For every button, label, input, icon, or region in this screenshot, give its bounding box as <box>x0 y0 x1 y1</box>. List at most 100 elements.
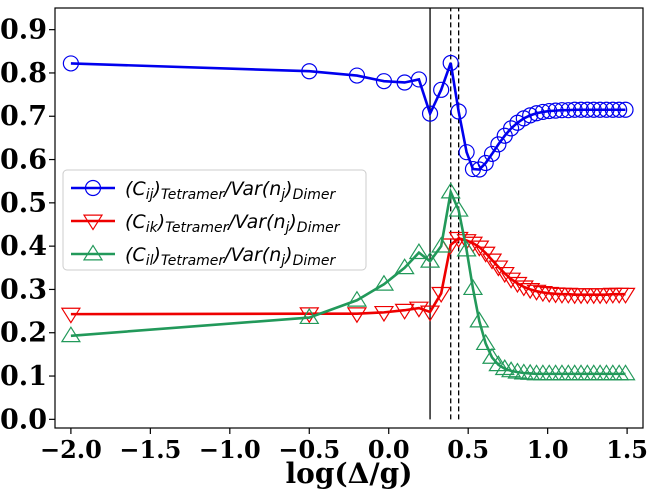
data-point <box>62 55 79 72</box>
data-point <box>534 103 551 121</box>
data-point <box>488 260 509 277</box>
y-tick-label: 0.1 <box>0 361 47 392</box>
y-tick-label: 0.2 <box>0 318 47 349</box>
data-point <box>611 101 628 118</box>
data-point <box>421 105 439 122</box>
legend-text-part: /Var(n <box>222 178 281 200</box>
data-point <box>448 231 469 249</box>
legend-subscript: j <box>279 253 285 269</box>
data-point <box>348 67 366 84</box>
data-point <box>471 161 488 178</box>
legend-subscript: ik <box>146 220 159 236</box>
data-point <box>494 266 515 284</box>
y-tick-label: 0.4 <box>0 231 47 262</box>
legend-text-part: (C <box>125 178 146 200</box>
legend-subscript: Dimer <box>297 220 341 236</box>
data-point <box>501 361 522 378</box>
series-line <box>70 62 626 171</box>
legend-subscript: j <box>283 220 289 236</box>
data-point <box>602 364 623 381</box>
data-point <box>419 305 441 322</box>
data-point <box>539 364 560 381</box>
legend-text-part: (C <box>125 244 146 266</box>
data-point <box>431 286 452 304</box>
data-point <box>475 333 496 351</box>
data-point <box>526 284 547 301</box>
legend-text-part: (C <box>125 211 146 233</box>
data-point <box>532 286 553 303</box>
data-point <box>346 307 368 324</box>
data-point <box>433 81 450 98</box>
data-point <box>375 73 393 90</box>
data-point <box>394 303 415 320</box>
data-point <box>570 288 592 305</box>
legend-text-part: ) <box>151 178 160 200</box>
data-point <box>346 290 368 307</box>
legend-text-part: ) <box>151 244 160 266</box>
data-point <box>448 200 469 217</box>
data-point <box>545 364 566 381</box>
data-point <box>513 280 534 297</box>
data-point <box>394 258 415 275</box>
data-point <box>301 63 318 80</box>
x-tick-label: 1.0 <box>527 435 569 464</box>
data-point <box>553 102 571 119</box>
y-tick-label: 0.8 <box>0 58 47 89</box>
data-point <box>598 101 615 118</box>
x-tick-label: 1.5 <box>606 435 648 464</box>
axes: 0.0 0.1 0.2 0.3 0.4 0.5 0.6 0.7 0.8 0.9 −2.0 −1.5 −1… <box>0 7 648 490</box>
legend-subscript: Tetramer <box>161 253 226 269</box>
plot-frame <box>54 7 644 429</box>
data-point <box>609 364 630 381</box>
data-point <box>528 105 545 122</box>
legend-text-part: /Var(n <box>222 244 281 266</box>
data-point <box>577 288 598 305</box>
legend-box <box>62 169 367 271</box>
data-point <box>604 101 621 118</box>
data-point <box>583 288 604 305</box>
data-point <box>583 364 604 381</box>
data-point <box>494 358 515 376</box>
data-point <box>408 242 430 260</box>
data-point <box>483 145 501 163</box>
data-point <box>419 251 441 268</box>
x-tick-label: 0.0 <box>368 435 410 464</box>
legend-subscript: Dimer <box>293 187 337 203</box>
data-point <box>299 307 320 325</box>
legend-text-part: ) <box>287 211 296 233</box>
data-point <box>617 101 634 118</box>
y-tick-label: 0.0 <box>0 404 47 435</box>
y-tick-label: 0.5 <box>0 188 47 219</box>
data-point <box>551 364 573 381</box>
data-point <box>596 364 617 381</box>
legend-subscript: il <box>146 253 154 269</box>
x-tick-label: −1.0 <box>199 435 261 464</box>
legend-text-part: ) <box>283 244 292 266</box>
data-point <box>469 240 490 257</box>
data-point <box>431 236 452 253</box>
data-point <box>481 347 503 364</box>
legend-marker <box>84 179 102 197</box>
data-point <box>60 326 81 343</box>
y-tick-label: 0.9 <box>0 15 47 46</box>
legend: (Cij)Tetramer/Var(nj)Dimer(Cik)Tetramer/… <box>62 169 367 271</box>
series-circle <box>62 54 634 178</box>
y-tick-label: 0.3 <box>0 274 47 305</box>
legend-entry: (Cij)Tetramer/Var(nj)Dimer <box>71 178 336 203</box>
data-point <box>477 154 494 172</box>
data-point <box>507 362 528 379</box>
legend-subscript: ij <box>146 187 154 203</box>
data-point <box>60 307 81 324</box>
series-triangle-down <box>60 231 636 324</box>
legend-label: (Cik)Tetramer/Var(nj)Dimer <box>125 211 341 236</box>
legend-subscript: j <box>279 187 285 203</box>
y-tick-label: 0.6 <box>0 145 47 176</box>
legend-subscript: Tetramer <box>161 187 226 203</box>
data-point <box>572 101 590 118</box>
x-tick-label: −0.5 <box>278 435 340 464</box>
data-point <box>590 364 611 381</box>
data-point <box>456 240 477 257</box>
data-point <box>560 102 577 119</box>
data-point <box>558 364 579 381</box>
